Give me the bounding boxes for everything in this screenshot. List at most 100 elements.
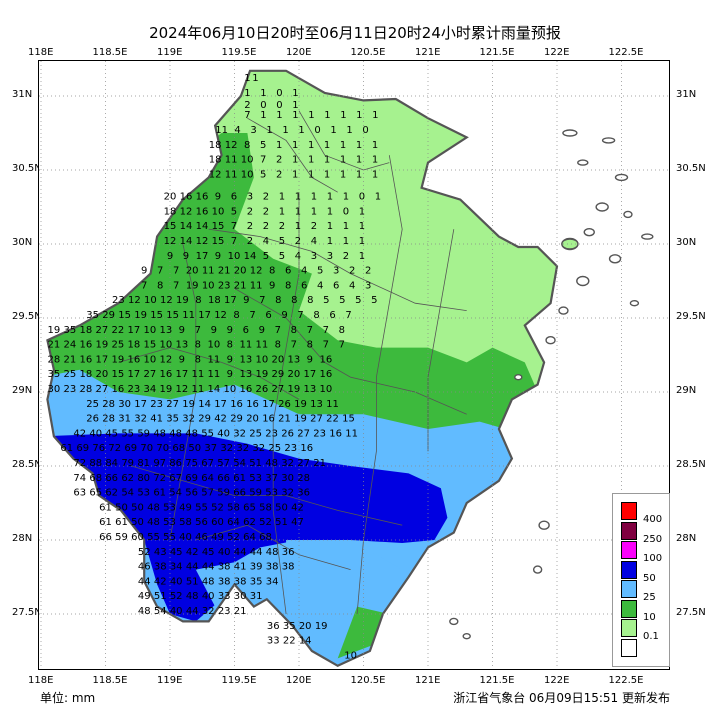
forecast-value: 11 xyxy=(255,340,268,351)
forecast-value: 67 xyxy=(169,473,182,484)
forecast-value: 6 xyxy=(231,192,237,203)
forecast-value: 1 xyxy=(343,192,349,203)
forecast-value: 9 xyxy=(227,369,233,380)
forecast-value: 12 xyxy=(164,236,177,247)
lat-tick-right: 30.5N xyxy=(676,163,706,174)
forecast-value: 1 xyxy=(324,169,330,180)
rainfall-map[interactable]: 1 1 1 1 0 1 2 0 0 1 7 1 1 1 1 1 1 1 1 11 4 3 1 1 1 0 1 1 0 18 12 8 5 1 1 1 1… xyxy=(38,60,670,670)
forecast-value: 57 xyxy=(201,488,214,499)
forecast-value: 15 xyxy=(166,310,179,321)
forecast-value: 18 xyxy=(208,295,221,306)
forecast-value: 60 xyxy=(131,532,144,543)
forecast-value: 16 xyxy=(128,354,141,365)
forecast-value: 5 xyxy=(279,236,285,247)
forecast-value: 19 xyxy=(182,399,195,410)
forecast-value: 81 xyxy=(137,458,150,469)
forecast-value: 88 xyxy=(89,458,102,469)
forecast-value: 50 xyxy=(115,502,128,513)
forecast-value: 5 xyxy=(371,295,377,306)
forecast-value: 9 xyxy=(269,280,275,291)
forecast-value: 22 xyxy=(112,325,125,336)
forecast-value: 4 xyxy=(295,251,301,262)
forecast-value: 6 xyxy=(265,310,271,321)
forecast-value: 64 xyxy=(227,517,240,528)
forecast-value: 5 xyxy=(339,295,345,306)
forecast-value: 26 xyxy=(255,384,268,395)
forecast-value: 67 xyxy=(201,458,214,469)
forecast-value: 9 xyxy=(215,251,221,262)
forecast-value: 21 xyxy=(313,458,326,469)
forecast-value: 41 xyxy=(150,414,163,425)
forecast-value: 16 xyxy=(300,443,313,454)
forecast-value: 11 xyxy=(345,428,358,439)
forecast-value: 10 xyxy=(319,384,332,395)
forecast-value: 1 xyxy=(330,125,336,136)
forecast-value: 32 xyxy=(134,414,147,425)
forecast-value: 13 xyxy=(287,354,300,365)
forecast-value: 55 xyxy=(163,532,176,543)
forecast-value: 19 xyxy=(96,340,109,351)
forecast-value: 1 xyxy=(343,236,349,247)
forecast-value: 69 xyxy=(76,443,89,454)
forecast-value: 56 xyxy=(195,517,208,528)
forecast-value: 17 xyxy=(224,295,237,306)
forecast-value: 10 xyxy=(144,325,157,336)
forecast-value: 6 xyxy=(333,280,339,291)
forecast-value: 48 xyxy=(147,502,160,513)
forecast-value: 8 xyxy=(269,266,275,277)
forecast-value: 1 xyxy=(311,192,317,203)
forecast-value: 55 xyxy=(201,428,214,439)
forecast-value: 20 xyxy=(96,369,109,380)
forecast-value: 0 xyxy=(343,206,349,217)
forecast-value: 20 xyxy=(271,354,284,365)
lon-tick-bottom: 120.5E xyxy=(350,675,386,686)
band-25-50-inner xyxy=(195,547,287,614)
forecast-value: 6 xyxy=(329,310,335,321)
forecast-value: 11 xyxy=(239,340,252,351)
forecast-value: 8 xyxy=(313,310,319,321)
forecast-value: 4 xyxy=(317,280,323,291)
forecast-value: 21 xyxy=(234,606,247,617)
forecast-value: 40 xyxy=(170,576,183,587)
forecast-value: 16 xyxy=(239,384,252,395)
forecast-value: 12 xyxy=(209,169,222,180)
forecast-value: 62 xyxy=(243,517,256,528)
forecast-value: 10 xyxy=(202,280,215,291)
forecast-value: 1 xyxy=(260,110,266,121)
forecast-value: 7 xyxy=(339,340,345,351)
forecast-value: 59 xyxy=(137,428,150,439)
issuer-label: 浙江省气象台 06月09日15:51 更新发布 xyxy=(453,691,670,705)
forecast-value: 86 xyxy=(169,458,182,469)
forecast-value: 1 xyxy=(244,73,250,84)
legend-label: 10 xyxy=(643,611,656,623)
forecast-value: 1 xyxy=(295,206,301,217)
lon-tick-top: 119E xyxy=(157,47,183,58)
forecast-value: 1 xyxy=(308,169,314,180)
forecast-value: 51 xyxy=(275,517,288,528)
forecast-value: 8 xyxy=(195,295,201,306)
forecast-value: 19 xyxy=(287,384,300,395)
forecast-value: 20 xyxy=(234,266,247,277)
forecast-value: 40 xyxy=(170,606,183,617)
forecast-value: 8 xyxy=(291,325,297,336)
forecast-value: 16 xyxy=(112,384,125,395)
forecast-value: 4 xyxy=(301,266,307,277)
forecast-value: 0 xyxy=(362,125,368,136)
forecast-value: 50 xyxy=(188,443,201,454)
band-10-25-south xyxy=(337,584,409,659)
forecast-value: 16 xyxy=(329,428,342,439)
forecast-value: 1 xyxy=(292,88,298,99)
forecast-value: 45 xyxy=(170,547,183,558)
forecast-value: 19 xyxy=(315,621,328,632)
forecast-value: 11 xyxy=(202,266,215,277)
forecast-value: 16 xyxy=(230,399,243,410)
forecast-value: 9 xyxy=(179,354,185,365)
forecast-value: 8 xyxy=(195,340,201,351)
forecast-value: 1 xyxy=(340,110,346,121)
lon-tick-bottom: 120E xyxy=(286,675,312,686)
forecast-value: 2 xyxy=(263,221,269,232)
forecast-value: 1 xyxy=(372,110,378,121)
forecast-value: 9 xyxy=(307,354,313,365)
forecast-value: 2 xyxy=(247,221,253,232)
forecast-value: 53 xyxy=(163,502,176,513)
